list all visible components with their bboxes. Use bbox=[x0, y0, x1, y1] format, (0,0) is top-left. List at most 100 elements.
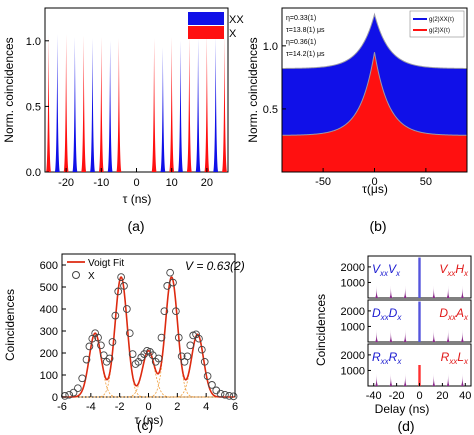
chart-c-xlabel: τ (ns) bbox=[135, 413, 164, 427]
chart-c-point-13 bbox=[105, 354, 114, 363]
chart-c-xtick-label-2: -2 bbox=[115, 401, 125, 413]
chart-d-panel-0-zero-peak bbox=[418, 257, 421, 298]
chart-c-point-48 bbox=[208, 381, 216, 389]
chart-d-panel-0-right-label: VxxHx bbox=[439, 262, 469, 278]
label-part: xx bbox=[379, 269, 389, 278]
chart-d-panel-1-zero-peak bbox=[418, 301, 421, 342]
chart-b-xtick-label-2: 50 bbox=[420, 176, 432, 188]
chart-c-point-37 bbox=[174, 333, 183, 342]
chart-a-xtick-label-0: -20 bbox=[58, 177, 74, 189]
chart-a-xtick-label-1: -10 bbox=[93, 177, 109, 189]
chart-c-xtick-label-5: 4 bbox=[203, 401, 209, 413]
chart-d-panel-2-right-label: RxxLx bbox=[441, 350, 469, 366]
chart-c-point-5 bbox=[82, 355, 91, 364]
chart-a-xlabel: τ (ns) bbox=[123, 192, 152, 206]
chart-c-point-3 bbox=[74, 384, 82, 393]
chart-b-xtick-label-1: 0 bbox=[371, 176, 377, 188]
chart-c-legend: Voigt Fit X bbox=[67, 258, 124, 282]
chart-b-legend-box bbox=[409, 10, 465, 38]
chart-c-ytick-label-0: 0 bbox=[52, 392, 58, 404]
chart-d-xtick-label-1: -20 bbox=[389, 390, 405, 402]
chart-c-point-35 bbox=[169, 278, 177, 287]
chart-b-x-area bbox=[282, 52, 467, 172]
chart-c-point-18 bbox=[120, 282, 128, 290]
chart-c-point-2 bbox=[69, 388, 78, 397]
chart-c: -6 -4 -2 0 2 4 6 0 100 200 300 400 500 600 Coincidenc… bbox=[3, 253, 245, 433]
label-part: x bbox=[396, 357, 402, 366]
label-part: R bbox=[372, 350, 381, 364]
label-part: x bbox=[395, 269, 401, 278]
legend-xx-label: XX bbox=[229, 14, 244, 26]
chart-d-panel-1-ytick-label-0: 1000 bbox=[341, 321, 365, 333]
chart-d-panel-0-side-peak-1 bbox=[388, 285, 393, 298]
label-part: V bbox=[372, 262, 381, 276]
chart-a-x-peak-9 bbox=[221, 34, 228, 172]
chart-c-point-32 bbox=[160, 307, 169, 316]
chart-d-panel-2-ytick-label-1: 2000 bbox=[341, 350, 365, 362]
chart-c-point-1 bbox=[65, 390, 74, 399]
chart-c-point-31 bbox=[157, 333, 166, 342]
chart-d-panel-0-side-peak-4 bbox=[446, 285, 451, 298]
label-part: x bbox=[463, 357, 469, 366]
chart-d-panel-2-side-peak-5 bbox=[460, 373, 465, 386]
label-part: H bbox=[455, 262, 464, 276]
chart-d-panel-1-right-label: DxxAx bbox=[439, 306, 469, 322]
chart-c-ylabel: Coincidences bbox=[3, 289, 17, 361]
chart-d-xtick-label-2: 0 bbox=[416, 390, 422, 402]
chart-a-xx-peak-3 bbox=[107, 40, 113, 172]
chart-a-xtick-label-2: 0 bbox=[133, 177, 139, 189]
chart-c-point-45 bbox=[197, 345, 206, 354]
label-part: D bbox=[439, 306, 448, 320]
chart-a: -20 -10 0 10 200.00.51.0 Norm. coincidences … bbox=[2, 7, 244, 234]
chart-d-panel-0-side-peak-0 bbox=[374, 285, 379, 298]
chart-b-legend: g(2)XX(τ) g(2)X(τ) bbox=[409, 10, 465, 38]
chart-d-panel-1-side-peak-1 bbox=[388, 329, 393, 342]
chart-d-panel-0-side-peak-2 bbox=[403, 285, 408, 298]
chart-c-point-50 bbox=[216, 389, 225, 398]
label-part: D bbox=[372, 306, 381, 320]
chart-d-panel-1-side-peak-0 bbox=[374, 329, 379, 342]
chart-a-xx-peak-7 bbox=[177, 40, 184, 172]
label-part: V bbox=[439, 262, 448, 276]
chart-a-ytick-label-0: 0.0 bbox=[26, 167, 41, 179]
chart-a-legend: XX X bbox=[188, 12, 244, 40]
chart-d-panel-1-side-peak-5 bbox=[460, 329, 465, 342]
chart-d-panel-2-ytick-label-0: 1000 bbox=[341, 365, 365, 377]
annotation-eta-x: η=0.33(1) bbox=[286, 15, 316, 22]
chart-b-annotations: η=0.33(1) τ=13.8(1) μs η=0.36(1) τ=14.2(… bbox=[286, 15, 325, 58]
label-part: x bbox=[463, 313, 469, 322]
legend-x-data-label: X bbox=[88, 271, 95, 282]
chart-d-panel-1-left-label: DxxDx bbox=[372, 306, 402, 322]
chart-c-point-19 bbox=[123, 305, 131, 313]
chart-b-ytick-label-1: 1.0 bbox=[263, 41, 278, 53]
chart-c-point-33 bbox=[163, 282, 172, 290]
chart-a-xx-peak-1 bbox=[72, 36, 78, 172]
chart-d-panel-2-side-peak-1 bbox=[388, 373, 393, 386]
label-part: L bbox=[457, 350, 464, 364]
chart-c-xtick-label-1: -4 bbox=[86, 401, 96, 413]
chart-c-point-34 bbox=[166, 268, 174, 277]
chart-a-xx-peak-2 bbox=[89, 38, 96, 173]
chart-c-xtick-label-6: 6 bbox=[232, 401, 238, 413]
chart-a-x-peak-4 bbox=[116, 38, 122, 173]
chart-d-panel-2-zero-peak bbox=[418, 365, 421, 386]
annotation-tau-xx: τ=14.2(1) μs bbox=[286, 51, 325, 58]
chart-d-panel-2-side-peak-2 bbox=[403, 373, 408, 386]
label-part: D bbox=[389, 306, 398, 320]
chart-d-panel-1-side-peak-4 bbox=[446, 329, 451, 342]
chart-d-xtick-label-4: 40 bbox=[459, 390, 471, 402]
chart-d-panel-0-ytick-label-0: 1000 bbox=[341, 277, 365, 289]
chart-c-point-41 bbox=[186, 341, 195, 350]
chart-a-x-peak-1 bbox=[63, 34, 69, 172]
legend-x-marker bbox=[72, 271, 80, 279]
label-part: xx bbox=[380, 313, 390, 322]
caption-c: (c) bbox=[137, 417, 153, 433]
chart-d-xtick-label-0: -40 bbox=[366, 390, 382, 402]
chart-c-point-28 bbox=[148, 351, 157, 360]
chart-a-xx-peak-0 bbox=[54, 34, 60, 172]
chart-b-xx-fit-line bbox=[281, 12, 468, 69]
label-part: R bbox=[389, 350, 398, 364]
chart-c-ytick-label-5: 500 bbox=[40, 282, 58, 294]
